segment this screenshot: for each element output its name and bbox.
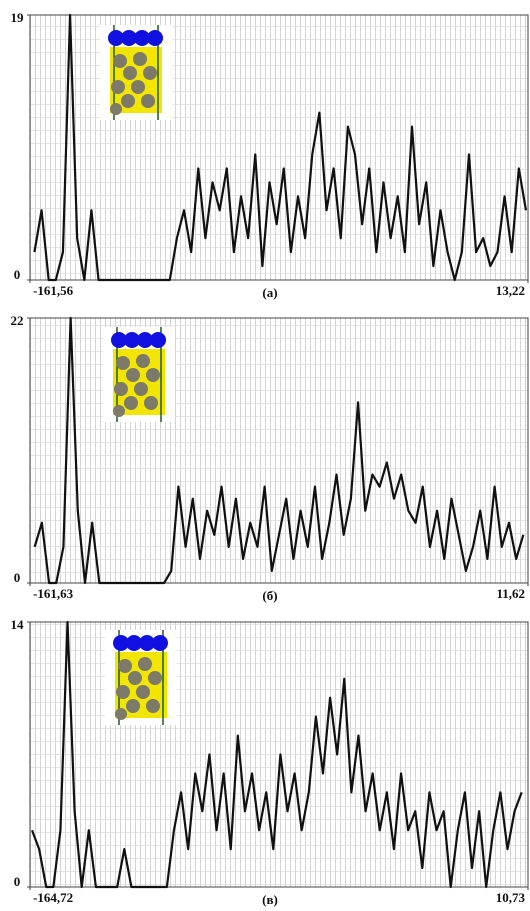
y-tick-label: 14: [11, 617, 25, 632]
structure-inset: [105, 630, 177, 725]
x-tick-label: -161,56: [33, 283, 74, 298]
x-tick-label: 11,62: [496, 586, 525, 601]
y-tick-label: 22: [11, 313, 24, 328]
y-tick-label: 0: [14, 267, 21, 282]
y-tick-label: 0: [14, 874, 21, 889]
y-tick-label: 19: [11, 10, 25, 25]
panel-caption: (в): [262, 892, 278, 907]
plot-area: [30, 622, 528, 887]
x-tick-label: 10,73: [496, 890, 526, 905]
x-tick-label: -164,72: [33, 890, 73, 905]
figure: 0 19 -161,56 13,22 (а) 0 22 -161,63 11,62 (б) 0 14 -…: [0, 0, 530, 911]
structure-inset: [103, 327, 175, 422]
x-tick-label: -161,63: [33, 586, 74, 601]
structure-inset: [100, 25, 172, 120]
panel-caption: (б): [262, 588, 277, 603]
panel-caption: (а): [262, 285, 277, 300]
y-tick-label: 0: [14, 570, 21, 585]
x-tick-label: 13,22: [496, 283, 525, 298]
